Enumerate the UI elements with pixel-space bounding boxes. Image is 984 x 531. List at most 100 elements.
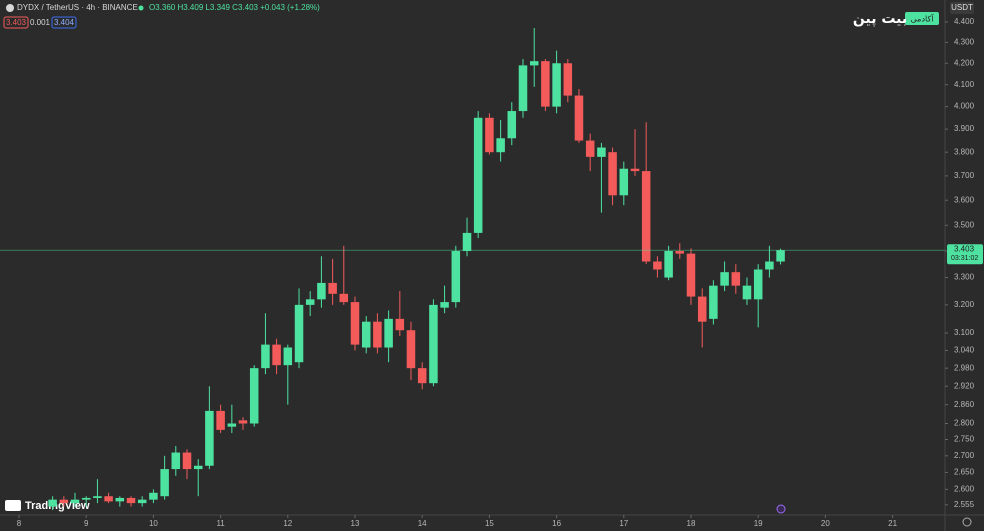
y-tick-label: 2.750 xyxy=(954,435,975,444)
y-tick-label: 2.555 xyxy=(954,500,975,509)
candle-body xyxy=(294,304,304,363)
y-tick-label: 3.800 xyxy=(954,147,975,156)
candle-body xyxy=(507,111,517,139)
y-tick-label: 4.200 xyxy=(954,58,975,67)
ohlc: O3.360 H3.409 L3.349 C3.403 +0.043 (+1.2… xyxy=(149,3,320,12)
candle-body xyxy=(641,171,651,262)
candle-body xyxy=(272,344,281,366)
candle-body xyxy=(126,497,136,504)
y-tick-label: 3.700 xyxy=(954,171,975,180)
x-tick-label: 8 xyxy=(17,519,22,528)
candle-body xyxy=(597,147,606,157)
candle-body xyxy=(753,269,763,300)
candle-body xyxy=(742,285,752,300)
candle-body xyxy=(227,423,237,427)
candle-body xyxy=(608,152,617,196)
candle-body xyxy=(697,296,707,322)
candle-body xyxy=(305,299,315,305)
x-tick-label: 13 xyxy=(351,519,360,528)
logo-icon xyxy=(5,500,21,511)
candle-body xyxy=(59,499,69,504)
candle-body xyxy=(630,168,640,172)
bid-box[interactable] xyxy=(3,16,29,29)
candle-body xyxy=(473,117,483,233)
x-tick-label: 21 xyxy=(888,519,897,528)
symbol: DYDX / TetherUS · 4h · BINANCE xyxy=(17,3,138,12)
candle-body xyxy=(137,499,147,504)
candle-body xyxy=(216,410,225,430)
spread: 0.001 xyxy=(30,18,51,27)
last-price-box xyxy=(947,244,983,265)
y-tick-label: 2.800 xyxy=(954,419,975,428)
candle-body xyxy=(406,330,416,369)
candle-body xyxy=(529,61,539,66)
candle-body xyxy=(496,138,505,153)
y-tick-label: 2.860 xyxy=(954,400,975,409)
candle-body xyxy=(238,420,248,424)
y-tick-label: 3.200 xyxy=(954,300,975,309)
candle-body xyxy=(70,499,80,504)
candle-body xyxy=(563,63,573,96)
candle-body xyxy=(731,272,741,286)
symbol-icon xyxy=(6,4,14,12)
candle-body xyxy=(395,318,405,331)
candle-body xyxy=(686,253,696,297)
candle-body xyxy=(485,117,494,153)
y-tick-label: 3.300 xyxy=(954,273,975,282)
countdown: 03:31:02 xyxy=(951,255,978,262)
candle-body xyxy=(160,469,169,497)
y-tick-label: 4.300 xyxy=(954,37,975,46)
x-tick-label: 16 xyxy=(552,519,561,528)
candle-body xyxy=(104,496,113,502)
candle-body xyxy=(48,499,57,507)
candle-body xyxy=(115,497,125,502)
candle-body xyxy=(541,61,550,107)
candle-body xyxy=(653,261,662,270)
settings-icon[interactable] xyxy=(962,517,972,527)
candle-body xyxy=(261,344,270,369)
candle-body xyxy=(317,282,326,300)
candle-body xyxy=(328,282,337,294)
candle-body xyxy=(384,318,393,348)
x-tick-label: 19 xyxy=(754,519,763,528)
x-tick-label: 17 xyxy=(619,519,628,528)
candle-body xyxy=(776,250,785,262)
candle-body xyxy=(373,321,382,348)
candle-body xyxy=(709,285,718,319)
candle-body xyxy=(249,368,259,424)
candle-body xyxy=(462,232,472,252)
currency-box[interactable] xyxy=(950,2,974,14)
candle-body xyxy=(451,251,461,303)
x-tick-label: 14 xyxy=(418,519,427,528)
ask-box[interactable] xyxy=(51,16,77,29)
x-tick-label: 15 xyxy=(485,519,494,528)
x-tick-label: 11 xyxy=(216,519,225,528)
y-tick-label: 2.650 xyxy=(954,468,975,477)
currency: USDT xyxy=(951,3,973,12)
y-tick-label: 4.100 xyxy=(954,80,975,89)
candle-body xyxy=(664,251,673,278)
x-tick-label: 20 xyxy=(821,519,830,528)
y-tick-label: 3.040 xyxy=(954,346,975,355)
candle-body xyxy=(149,492,158,500)
last-price: 3.403 xyxy=(954,244,975,253)
bid: 3.403 xyxy=(6,18,27,27)
watermark-badge: آکادمی xyxy=(911,14,935,24)
y-tick-label: 3.100 xyxy=(954,328,975,337)
ask: 3.404 xyxy=(54,18,75,27)
candle-body xyxy=(720,272,729,286)
candle-body xyxy=(339,293,349,303)
event-icon[interactable] xyxy=(776,504,786,514)
x-tick-label: 10 xyxy=(149,519,158,528)
x-tick-label: 9 xyxy=(84,519,89,528)
candle-body xyxy=(81,497,91,500)
candle-body xyxy=(765,261,774,270)
candle-body xyxy=(361,321,371,348)
candle-body xyxy=(417,368,427,384)
status-dot xyxy=(138,5,144,11)
candle-body xyxy=(518,65,528,112)
y-tick-label: 2.920 xyxy=(954,381,975,390)
candle-body xyxy=(182,452,192,470)
